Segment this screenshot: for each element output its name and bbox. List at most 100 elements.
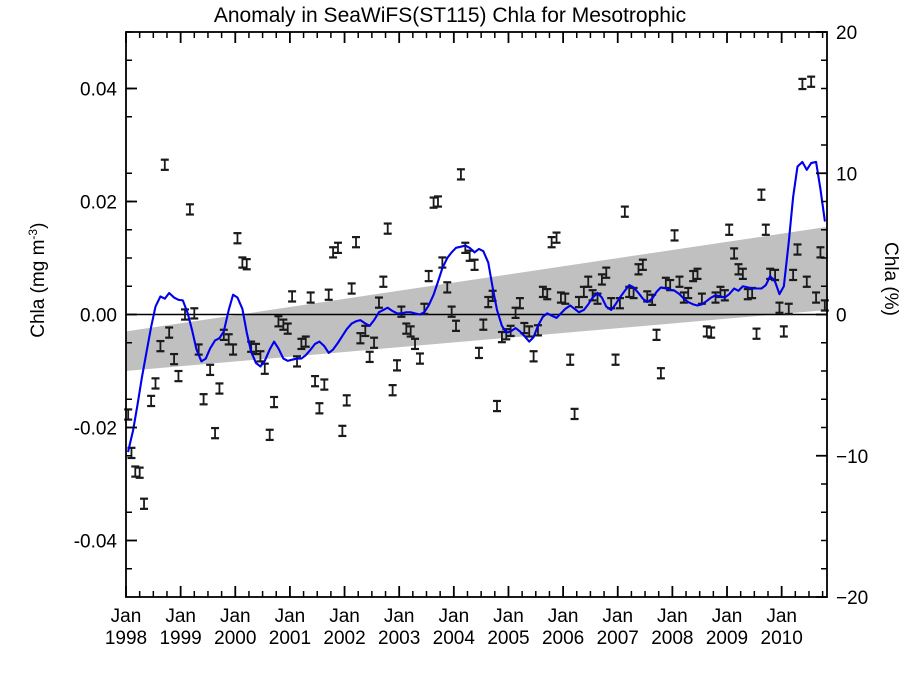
error-bar-marker bbox=[757, 188, 766, 201]
error-bar-marker bbox=[238, 256, 247, 269]
smoothed-anomaly-line bbox=[127, 160, 826, 453]
y-tick-label-left: 0.02 bbox=[80, 193, 117, 214]
error-bar-marker bbox=[181, 308, 190, 321]
error-bar-marker bbox=[730, 247, 739, 260]
error-bar-marker bbox=[320, 378, 329, 391]
error-bar-marker bbox=[529, 350, 538, 363]
page-title: Anomaly in SeaWiFS(ST115) Chla for Mesot… bbox=[213, 4, 687, 27]
error-bar-marker bbox=[492, 399, 501, 413]
error-bar-marker bbox=[338, 424, 347, 438]
error-bar-marker bbox=[784, 302, 793, 316]
error-bar-marker bbox=[470, 258, 479, 271]
error-bar-marker bbox=[807, 75, 816, 88]
x-tick-label-month: Jan bbox=[657, 606, 688, 627]
y-tick-label-right: −20 bbox=[836, 588, 868, 609]
error-bar-marker bbox=[333, 241, 342, 255]
error-bar-marker bbox=[538, 285, 547, 299]
x-tick-label-month: Jan bbox=[220, 606, 251, 627]
error-bar-marker bbox=[675, 275, 684, 288]
error-bar-marker bbox=[265, 428, 274, 442]
x-tick-label-month: Jan bbox=[712, 606, 743, 627]
x-tick-label-month: Jan bbox=[493, 606, 524, 627]
error-bar-marker bbox=[561, 292, 570, 305]
y-tick-label-right: 20 bbox=[836, 23, 857, 44]
x-tick-label-year: 2006 bbox=[542, 628, 584, 649]
error-bar-marker bbox=[656, 367, 665, 380]
x-tick-label-month: Jan bbox=[111, 606, 142, 627]
error-bar-marker bbox=[352, 235, 361, 249]
error-bar-marker bbox=[779, 325, 788, 338]
x-tick-label-month: Jan bbox=[275, 606, 306, 627]
y-tick-label-right: 0 bbox=[836, 306, 847, 327]
error-bar-marker bbox=[707, 326, 716, 339]
error-bar-marker bbox=[443, 281, 452, 294]
error-bar-marker bbox=[156, 339, 165, 353]
error-bar-marker bbox=[789, 268, 798, 282]
x-tick-label-year: 2010 bbox=[761, 628, 803, 649]
error-bar-marker bbox=[311, 374, 320, 388]
error-bar-marker bbox=[279, 318, 288, 331]
error-bar-marker bbox=[670, 229, 679, 242]
x-tick-label-year: 2003 bbox=[378, 628, 420, 649]
error-bar-marker bbox=[543, 287, 552, 301]
x-tick-label-year: 2008 bbox=[651, 628, 693, 649]
error-bar-marker bbox=[775, 301, 784, 314]
error-bar-marker bbox=[620, 205, 629, 218]
error-bar-marker bbox=[693, 267, 702, 281]
error-bar-marker bbox=[406, 325, 415, 338]
error-bar-marker bbox=[761, 223, 770, 236]
x-tick-label-year: 2002 bbox=[323, 628, 365, 649]
error-bar-marker bbox=[497, 330, 506, 344]
error-bar-marker bbox=[452, 319, 461, 332]
error-bar-marker bbox=[720, 289, 729, 302]
error-bar-marker bbox=[147, 394, 156, 408]
error-bar-marker bbox=[411, 337, 420, 351]
error-bar-marker bbox=[433, 195, 442, 208]
error-bar-marker bbox=[270, 395, 279, 409]
axis-ticks bbox=[125, 31, 827, 598]
error-bar-marker bbox=[215, 382, 224, 395]
error-bar-marker bbox=[306, 291, 315, 304]
error-bar-marker bbox=[135, 466, 144, 479]
error-bar-marker bbox=[252, 342, 261, 356]
error-bar-marker bbox=[170, 352, 179, 366]
error-bar-marker bbox=[211, 426, 220, 440]
error-bar-marker bbox=[388, 384, 397, 397]
x-tick-label-year: 2004 bbox=[433, 628, 476, 649]
x-tick-label-year: 2005 bbox=[487, 628, 529, 649]
error-bar-marker bbox=[131, 465, 140, 478]
error-bar-marker bbox=[725, 223, 734, 236]
x-tick-label-year: 2009 bbox=[706, 628, 748, 649]
x-tick-label-month: Jan bbox=[548, 606, 579, 627]
error-bar-marker bbox=[734, 263, 743, 276]
error-bar-marker bbox=[752, 327, 761, 340]
error-bar-marker bbox=[174, 369, 183, 383]
error-bar-marker bbox=[356, 332, 365, 345]
error-bar-marker bbox=[329, 246, 338, 259]
error-bar-marker bbox=[229, 343, 238, 356]
error-bar-marker bbox=[566, 353, 575, 366]
error-bar-marker bbox=[611, 353, 620, 366]
axis-tick-labels: 0.040.020.00-0.02-0.0420100−10−20Jan1998… bbox=[74, 23, 869, 649]
error-bar-marker bbox=[515, 297, 524, 310]
error-bar-marker bbox=[140, 497, 149, 510]
x-tick-label-year: 1998 bbox=[105, 628, 147, 649]
x-tick-label-month: Jan bbox=[329, 606, 360, 627]
confidence-band bbox=[126, 226, 827, 371]
x-tick-label-month: Jan bbox=[165, 606, 196, 627]
error-bar-marker bbox=[602, 266, 611, 279]
error-bar-marker bbox=[393, 359, 402, 372]
error-bar-marker bbox=[684, 286, 693, 300]
error-bar-marker bbox=[297, 337, 306, 351]
confidence-band-polygon bbox=[126, 226, 827, 371]
error-bar-marker bbox=[570, 407, 579, 421]
error-bar-marker bbox=[702, 325, 711, 338]
y-tick-label-right: −10 bbox=[836, 447, 868, 468]
error-bar-marker bbox=[802, 275, 811, 288]
error-bar-marker bbox=[165, 326, 174, 339]
error-bar-marker bbox=[812, 291, 821, 304]
error-bar-marker bbox=[584, 275, 593, 288]
error-bar-marker bbox=[447, 305, 456, 318]
